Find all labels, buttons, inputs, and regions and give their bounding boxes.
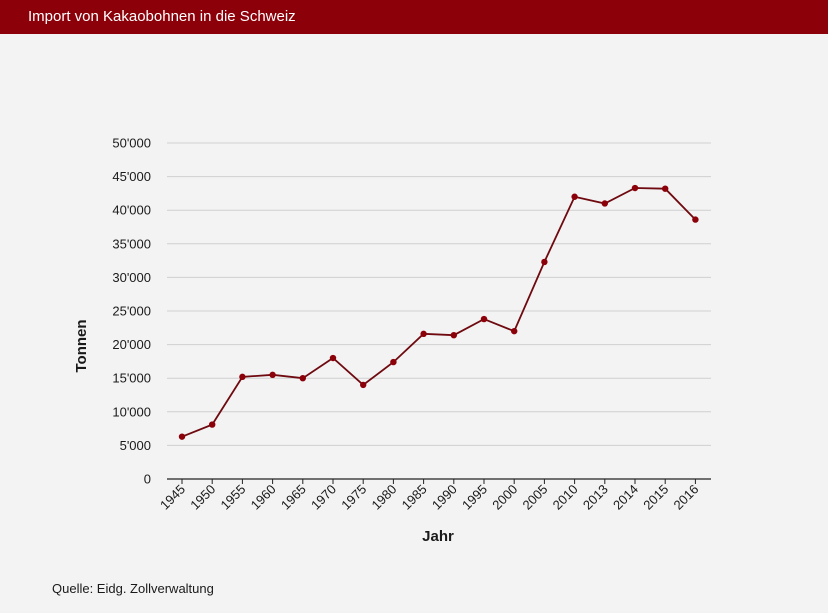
data-point [631,184,639,192]
x-tick-label: 1950 [187,482,218,513]
data-point [329,354,337,362]
x-tick-label: 1995 [459,482,490,513]
x-tick-label: 2010 [550,482,581,513]
data-point [239,373,246,381]
y-tick-label: 10'000 [112,404,151,419]
y-axis-label: Tonnen [73,319,90,372]
data-point [511,327,518,335]
y-tick-label: 15'000 [112,371,151,386]
chart-area: 0 5'000 10'000 15'000 20'000 25'000 30'000 35'0… [0,34,828,574]
data-point [601,200,608,207]
x-tick-label: 2014 [610,482,641,513]
data-point [450,331,457,339]
series-line [181,187,697,438]
x-tick-label: 2016 [670,482,701,513]
data-point [269,371,276,379]
y-tick-label: 5'000 [120,438,151,453]
data-point [571,193,578,200]
y-tick-label: 25'000 [112,304,151,319]
x-tick-label: 1970 [308,482,339,513]
x-tick-label: 1980 [368,482,399,513]
data-point [480,315,488,323]
y-tick-label: 45'000 [112,169,151,184]
y-tick-label: 0 [144,472,151,487]
x-tick-label: 1945 [157,482,188,513]
data-point [420,330,427,338]
data-point [178,433,186,440]
y-axis-ticks: 0 5'000 10'000 15'000 20'000 25'000 30'000 35'0… [112,136,151,487]
data-point [209,421,216,428]
data-points [178,184,699,440]
y-tick-label: 20'000 [112,337,151,352]
chart-title: Import von Kakaobohnen in die Schweiz [28,8,296,25]
x-tick-label: 2000 [489,482,520,513]
x-axis-ticks: 1945 1950 1955 1960 1965 1970 1975 1980 1985 1990… [157,479,702,513]
y-tick-label: 35'000 [112,236,151,251]
x-tick-label: 2005 [519,482,550,513]
x-tick-label: 1990 [429,482,460,513]
data-point [692,216,699,223]
data-point [390,358,397,366]
x-tick-label: 1975 [338,482,369,513]
x-tick-label: 1985 [399,482,430,513]
x-axis-label: Jahr [422,528,454,545]
source-note: Quelle: Eidg. Zollverwaltung [52,581,214,596]
x-tick-label: 1965 [278,482,309,513]
gridlines [167,142,711,446]
y-tick-label: 50'000 [112,136,151,151]
data-point [299,375,306,382]
x-tick-label: 1960 [248,482,279,513]
x-tick-label: 1955 [217,482,248,513]
data-point [360,381,367,389]
title-bar: Import von Kakaobohnen in die Schweiz [0,0,828,34]
y-tick-label: 30'000 [112,270,151,285]
x-tick-label: 2013 [580,482,611,513]
data-point [662,185,669,192]
y-tick-label: 40'000 [112,203,151,218]
data-point [541,258,548,266]
x-tick-label: 2015 [640,482,671,513]
line-chart: 0 5'000 10'000 15'000 20'000 25'000 30'000 35'0… [73,136,711,545]
